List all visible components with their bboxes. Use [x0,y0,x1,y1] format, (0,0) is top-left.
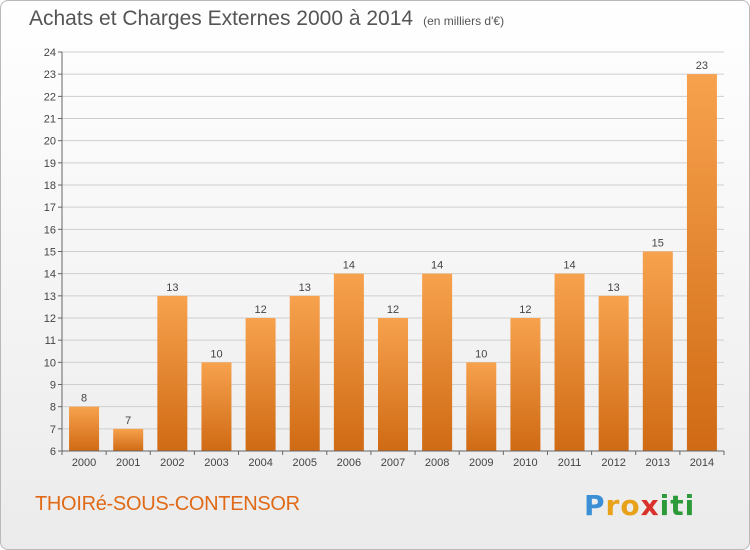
commune-name: THOIRé-SOUS-CONTENSOR [35,493,300,515]
proxiti-logo: Proxiti [584,489,695,522]
y-tick-label: 22 [44,91,56,103]
y-tick-label: 11 [45,335,56,347]
bar-2002 [157,295,188,451]
data-label-2010: 12 [519,304,531,316]
bar-2003 [201,362,232,451]
bar-2008 [422,273,453,451]
logo-letter: r [605,489,621,522]
y-tick-label: 23 [44,69,56,81]
bar-2005 [289,295,320,451]
x-tick-label: 2011 [558,457,582,469]
logo-letter: i [659,489,671,522]
data-label-2011: 14 [563,260,575,272]
chart-subtitle: (en milliers d'€) [423,14,505,28]
y-tick-label: 15 [44,247,56,259]
y-tick-label: 20 [44,136,56,148]
y-tick-label: 12 [44,313,56,325]
x-tick-label: 2013 [646,457,670,469]
data-label-2012: 13 [608,282,620,294]
y-axis-ticks: 6 7 8 9 10 11 12 13 14 15 16 17 18 19 20 21 22 23 24 [44,47,62,458]
bar-2011 [554,273,585,451]
logo-letter: i [684,489,696,522]
data-label-2007: 12 [387,304,399,316]
x-tick-label: 2005 [292,457,316,469]
logo-letter: t [670,489,685,522]
y-tick-label: 14 [44,269,56,281]
y-tick-label: 24 [44,47,56,59]
data-label-2013: 15 [652,238,664,250]
bar-2004 [245,318,276,451]
x-tick-label: 2012 [601,457,625,469]
y-tick-label: 8 [50,402,56,414]
x-tick-label: 2004 [248,457,272,469]
data-label-2002: 13 [166,282,178,294]
data-label-2014: 23 [696,60,708,72]
data-label-2001: 7 [125,415,131,427]
y-tick-label: 6 [50,446,56,458]
logo-letter: P [584,489,606,522]
logo-letter: o [620,489,641,522]
bar-2013 [642,251,673,451]
data-label-2000: 8 [81,393,87,405]
y-tick-label: 21 [44,114,56,126]
bar-2010 [510,318,541,451]
x-tick-label: 2002 [160,457,184,469]
bar-2000 [69,406,100,451]
x-tick-label: 2003 [204,457,228,469]
bar-2006 [333,273,364,451]
data-label-2006: 14 [343,260,355,272]
bar-2012 [598,295,629,451]
x-tick-label: 2001 [116,457,140,469]
x-tick-label: 2010 [513,457,537,469]
y-tick-label: 9 [50,380,56,392]
y-tick-label: 13 [44,291,56,303]
data-labels: 8 7 13 10 12 13 14 12 14 10 12 14 13 15 23 [81,60,708,427]
y-tick-label: 19 [44,158,56,170]
y-tick-label: 16 [44,224,56,236]
x-tick-label: 2006 [337,457,361,469]
x-tick-label: 2009 [469,457,493,469]
x-tick-label: 2000 [72,457,96,469]
logo-letter: x [640,489,660,522]
x-tick-label: 2014 [690,457,714,469]
y-tick-label: 17 [44,202,56,214]
data-label-2003: 10 [210,348,222,360]
chart-title: Achats et Charges Externes 2000 à 2014 (e… [29,7,504,31]
axes [61,52,724,452]
bars [69,74,717,452]
bar-2007 [378,318,408,451]
x-tick-label: 2007 [381,457,405,469]
bar-2014 [686,74,717,452]
y-tick-label: 10 [44,357,56,369]
data-label-2008: 14 [431,260,443,272]
chart-title-text: Achats et Charges Externes 2000 à 2014 [29,7,414,30]
data-label-2004: 12 [254,304,266,316]
bar-2009 [466,362,497,451]
x-tick-label: 2008 [425,457,449,469]
bar-2001 [113,428,144,451]
y-tick-label: 18 [44,180,56,192]
data-label-2009: 10 [475,348,487,360]
y-tick-label: 7 [50,424,56,436]
data-label-2005: 13 [299,282,311,294]
x-axis-ticks: 2000 2001 2002 2003 2004 2005 2006 2007 2008 2009… [61,451,725,469]
